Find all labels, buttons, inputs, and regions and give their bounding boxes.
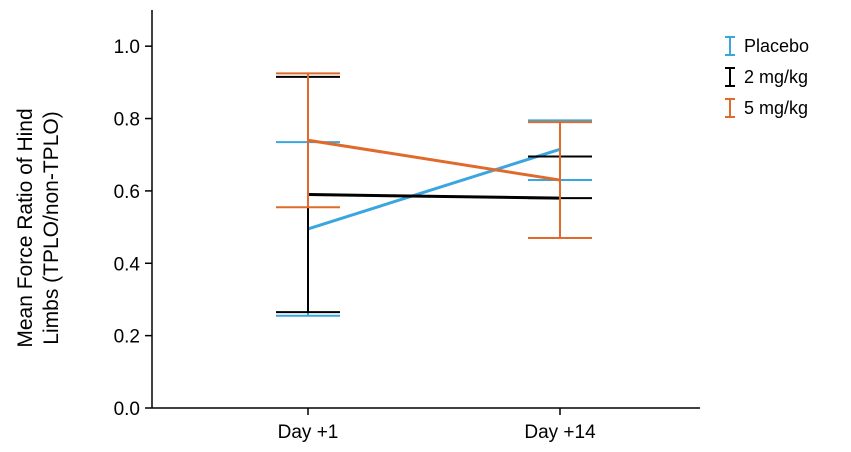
legend-entry: Placebo bbox=[725, 36, 809, 56]
series-layer bbox=[276, 72, 592, 317]
y-ticks: 0.0 0.2 0.4 0.6 0.8 1.0 bbox=[114, 37, 152, 420]
y-axis-title-line-1: Mean Force Ratio of Hind bbox=[14, 108, 37, 347]
y-tick-label: 0.2 bbox=[114, 327, 140, 348]
series-line bbox=[307, 147, 561, 231]
legend-label: Placebo bbox=[744, 36, 809, 56]
y-tick-label: 0.6 bbox=[114, 182, 140, 203]
axes bbox=[151, 10, 700, 409]
y-tick-label: 0.4 bbox=[114, 254, 141, 275]
x-tick-label: Day +14 bbox=[524, 422, 596, 443]
y-axis-title: Mean Force Ratio of Hind Limbs (TPLO/non… bbox=[14, 108, 63, 347]
y-tick-label: 0.0 bbox=[114, 399, 140, 420]
series-line bbox=[307, 138, 561, 182]
y-axis-title-line-2: Limbs (TPLO/non-TPLO) bbox=[40, 111, 63, 344]
x-ticks: Day +1 Day +14 bbox=[278, 408, 596, 443]
y-tick-label: 0.8 bbox=[114, 110, 140, 131]
x-tick-label: Day +1 bbox=[278, 422, 339, 443]
legend-label: 5 mg/kg bbox=[744, 98, 808, 118]
legend-label: 2 mg/kg bbox=[744, 67, 808, 87]
legend-entry: 5 mg/kg bbox=[725, 98, 808, 118]
legend-entry: 2 mg/kg bbox=[725, 67, 808, 87]
legend: Placebo 2 mg/kg 5 mg/kg bbox=[725, 36, 809, 118]
series-3 bbox=[276, 72, 592, 239]
y-tick-label: 1.0 bbox=[114, 37, 140, 58]
series-line bbox=[307, 193, 561, 200]
series-1 bbox=[276, 119, 592, 317]
series-2 bbox=[276, 75, 592, 314]
